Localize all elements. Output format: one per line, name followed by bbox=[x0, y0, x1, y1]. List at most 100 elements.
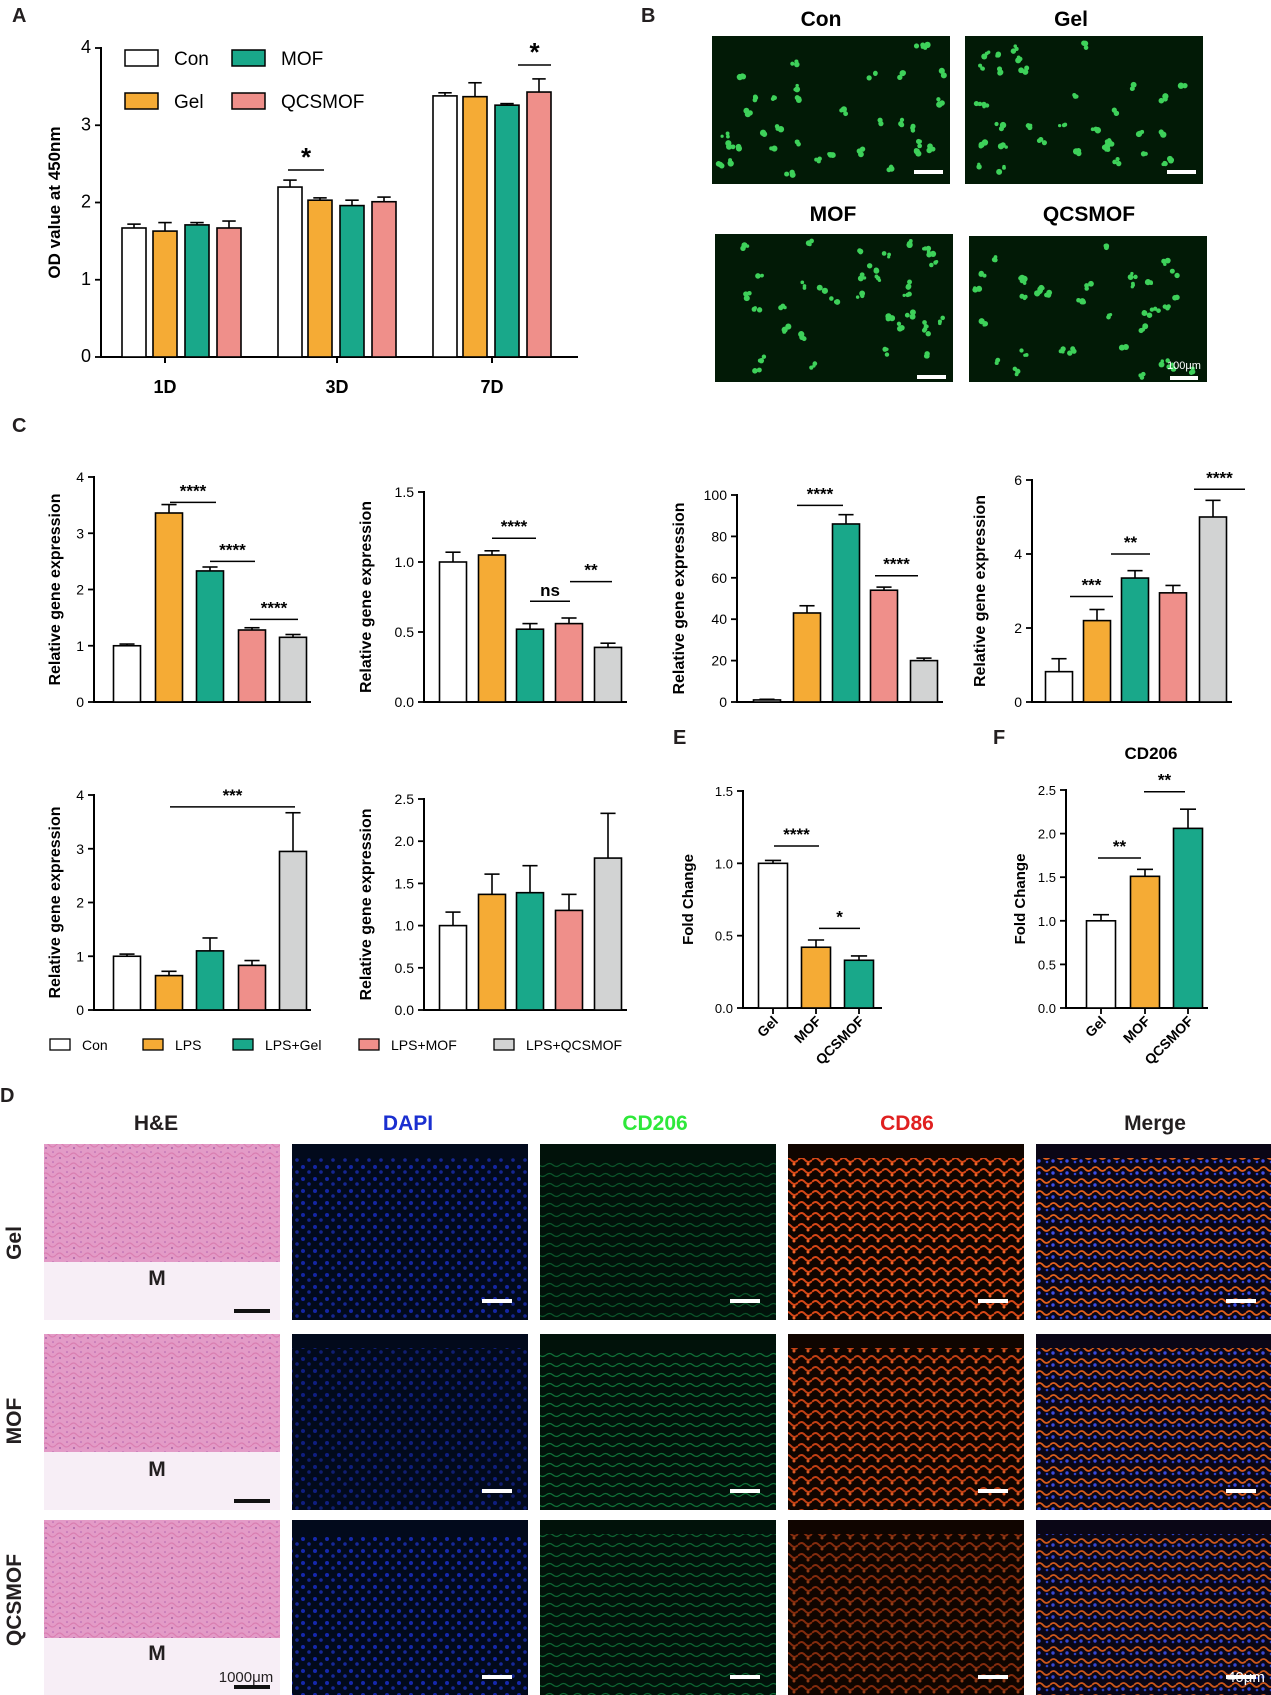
col-title-he: H&E bbox=[134, 1112, 178, 1135]
scale-bar bbox=[482, 1299, 512, 1303]
bar bbox=[526, 91, 552, 358]
cell-dot bbox=[1162, 96, 1168, 102]
y-tick-label: 2 bbox=[76, 895, 84, 911]
cell-dot bbox=[899, 325, 905, 331]
bar bbox=[1082, 619, 1112, 703]
y-tick-label: 2 bbox=[81, 192, 91, 212]
y-tick-label: 4 bbox=[76, 469, 84, 485]
cell-dot bbox=[882, 346, 888, 352]
row-label-qcsmof: QCSMOF bbox=[3, 1554, 26, 1646]
y-tick-label: 2.5 bbox=[1038, 783, 1056, 798]
cell-dot bbox=[839, 108, 844, 113]
scale-bar-mof bbox=[917, 375, 946, 379]
cell-dot bbox=[1024, 65, 1030, 71]
cell-dot bbox=[771, 95, 776, 99]
bar bbox=[1198, 516, 1228, 703]
chart-il10: Relative gene expression 0.0 0.5 1.0 1.5 2.0 2… bbox=[358, 791, 627, 1018]
cell-dot bbox=[1144, 279, 1152, 286]
bar bbox=[195, 570, 225, 703]
cell-dot bbox=[1058, 124, 1062, 128]
cell-dot bbox=[858, 250, 863, 255]
panel-b-title-mof: MOF bbox=[810, 203, 857, 226]
cell-dot bbox=[874, 274, 879, 279]
cell-dot bbox=[855, 295, 860, 299]
image-tiles bbox=[44, 1144, 1271, 1695]
y-tick-label: 2 bbox=[76, 582, 84, 598]
y-tick-label: 0.5 bbox=[715, 929, 733, 944]
y-axis-label: Relative gene expression bbox=[972, 495, 989, 687]
bar bbox=[438, 561, 468, 703]
legend-label: MOF bbox=[281, 49, 323, 70]
bar bbox=[800, 946, 832, 1009]
micrograph-mof bbox=[715, 234, 953, 382]
cell-dot bbox=[859, 146, 866, 152]
cell-dot bbox=[741, 242, 748, 249]
x-tick-label: MOF bbox=[1120, 1012, 1154, 1046]
cell-dot bbox=[922, 320, 927, 325]
cell-dot bbox=[910, 128, 916, 133]
scale-bar bbox=[978, 1675, 1008, 1679]
cell-dot bbox=[860, 293, 865, 299]
cell-dot bbox=[1004, 145, 1008, 149]
cell-dot bbox=[940, 72, 947, 79]
cell-dot bbox=[884, 352, 890, 357]
cell-dot bbox=[905, 292, 910, 298]
cell-dot bbox=[774, 124, 780, 129]
panel-c-legend: Con LPS LPS+Gel LPS+MOF LPS+QCSMOF bbox=[49, 1037, 622, 1053]
significance-label: **** bbox=[501, 517, 528, 536]
chart-a: OD value at 450nm 0 1 2 3 4 * * 1D 3D 7D Con MOF Gel Q… bbox=[45, 37, 578, 397]
cell-dot bbox=[809, 365, 814, 370]
panel-b-title-qcsmof: QCSMOF bbox=[1043, 203, 1135, 226]
bar bbox=[494, 104, 520, 358]
y-tick-label: 0.5 bbox=[395, 960, 415, 976]
cell-dot bbox=[925, 245, 932, 252]
bar bbox=[462, 95, 488, 358]
cell-dot bbox=[827, 152, 831, 156]
y-tick-label: 1.0 bbox=[395, 918, 415, 934]
y-tick-label: 1.0 bbox=[1038, 914, 1056, 929]
cell-dot bbox=[1130, 271, 1134, 276]
bar bbox=[237, 629, 267, 703]
cell-dot bbox=[920, 45, 925, 49]
cell-dot bbox=[1170, 366, 1177, 372]
significance-label: ns bbox=[540, 581, 560, 600]
cell-dot bbox=[925, 331, 931, 337]
cell-dot bbox=[1115, 157, 1120, 162]
cell-dot bbox=[899, 70, 906, 77]
cell-dot bbox=[799, 334, 805, 340]
significance-label: **** bbox=[1206, 468, 1233, 487]
significance-label: ** bbox=[1113, 837, 1127, 856]
cell-dot bbox=[1122, 344, 1129, 351]
chart-tgfb: Relative gene expression 0 1 2 3 4 *** bbox=[47, 786, 311, 1018]
y-tick-label: 1.0 bbox=[395, 554, 415, 570]
bar bbox=[477, 893, 507, 1011]
scale-bar bbox=[234, 1309, 270, 1313]
bar bbox=[121, 227, 147, 358]
scale-bar-qcsmof bbox=[1170, 376, 1198, 380]
bar bbox=[154, 974, 184, 1011]
cell-dot bbox=[1013, 44, 1018, 48]
y-axis-label: Relative gene expression bbox=[358, 808, 375, 1000]
bar bbox=[1172, 827, 1204, 1009]
tile-cd206-qcsmof-signal bbox=[540, 1534, 776, 1695]
he-marker-gel: M bbox=[148, 1267, 166, 1290]
scale-bar bbox=[730, 1675, 760, 1679]
cell-dot bbox=[1082, 40, 1089, 47]
cell-dot bbox=[1016, 55, 1021, 60]
cell-dot bbox=[881, 251, 887, 256]
cell-dot bbox=[770, 146, 774, 151]
tile-cd86-gel-signal bbox=[788, 1158, 1024, 1320]
y-tick-label: 0.0 bbox=[715, 1001, 733, 1016]
cell-dot bbox=[1149, 307, 1155, 312]
y-tick-label: 0 bbox=[1014, 694, 1022, 710]
cell-dot bbox=[794, 59, 799, 64]
cell-dot bbox=[1139, 375, 1145, 380]
scale-bar-con bbox=[914, 170, 943, 174]
cell-dot bbox=[973, 100, 980, 107]
bar bbox=[112, 955, 142, 1011]
bar bbox=[237, 964, 267, 1011]
scale-label-b: 100μm bbox=[1167, 360, 1201, 372]
y-axis-label: Relative gene expression bbox=[358, 501, 375, 693]
cell-dot bbox=[795, 97, 802, 103]
cell-dot bbox=[1028, 123, 1033, 128]
